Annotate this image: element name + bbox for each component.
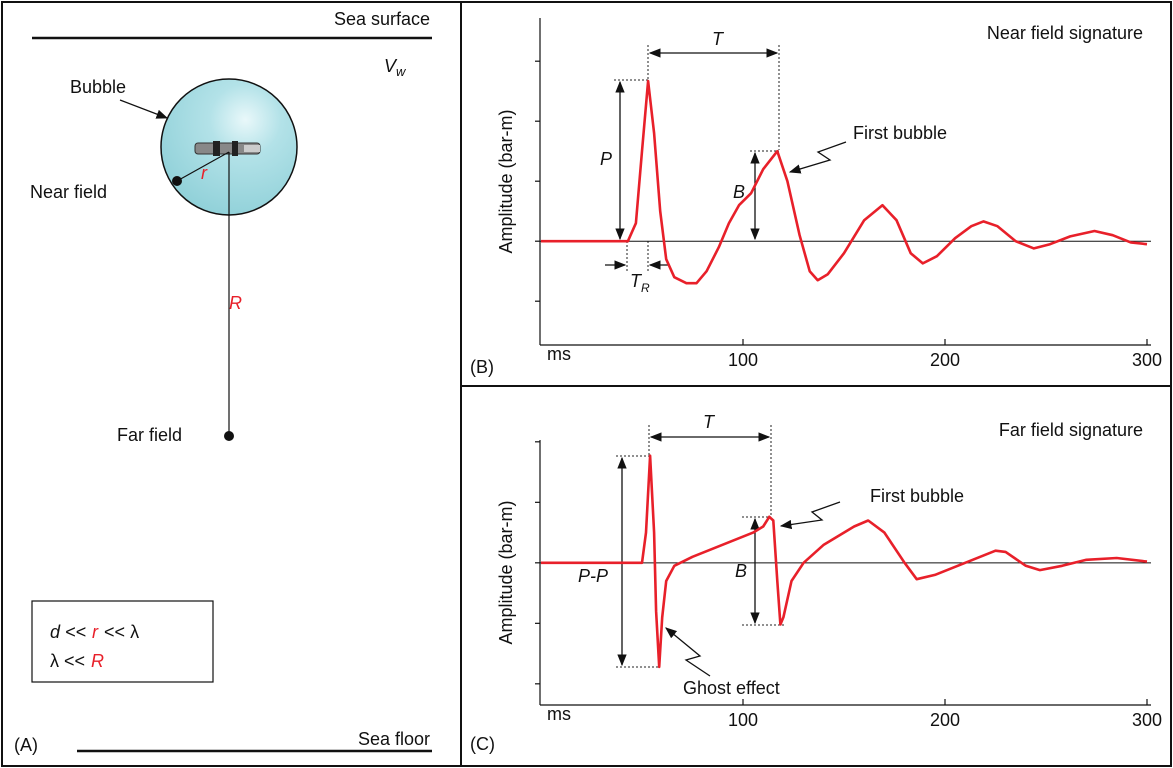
peak-to-peak-label: P-P — [578, 566, 608, 586]
chart-title: Far field signature — [999, 420, 1143, 440]
peak-label: P — [600, 149, 612, 169]
y-axis-label: Amplitude (bar-m) — [496, 500, 516, 644]
airgun-part — [244, 145, 260, 152]
first-bubble-label: First bubble — [870, 486, 964, 506]
velocity-subscript: w — [396, 64, 407, 79]
bubble-label: B — [733, 182, 745, 202]
x-axis-label: ms — [547, 344, 571, 364]
rise-label: TR — [630, 271, 650, 295]
bubble-marker — [742, 516, 785, 626]
bubble-label: Bubble — [70, 77, 126, 97]
x-tick-label: 300 — [1132, 350, 1162, 370]
peak-marker — [614, 79, 648, 241]
condition-1-left: d << — [50, 622, 86, 642]
velocity-label: Vw — [384, 56, 407, 80]
x-tick-label: 200 — [930, 710, 960, 730]
airgun — [194, 141, 261, 156]
x-tick-label: 200 — [930, 350, 960, 370]
bubble-label: B — [735, 561, 747, 581]
x-axis-label: ms — [547, 704, 571, 724]
signature-curve — [541, 454, 1148, 669]
period-label: T — [703, 412, 716, 432]
condition-2: λ << R — [50, 651, 104, 671]
first-bubble-arrow — [788, 141, 847, 174]
airgun-part — [213, 141, 220, 156]
chart-title: Near field signature — [987, 23, 1143, 43]
panel-label: (A) — [14, 735, 38, 755]
near-field-label: Near field — [30, 182, 107, 202]
ghost-effect-label: Ghost effect — [683, 678, 780, 698]
y-axis-label: Amplitude (bar-m) — [496, 109, 516, 253]
signature-curve — [541, 79, 1148, 285]
period-marker — [648, 425, 772, 517]
bubble-arrow — [119, 99, 169, 119]
near-radius-line — [176, 151, 230, 182]
far-field-point — [224, 431, 234, 441]
condition-2-right: R — [91, 651, 104, 671]
rise-subscript: R — [641, 281, 650, 295]
x-tick-label: 300 — [1132, 710, 1162, 730]
panel-label: (C) — [470, 734, 495, 754]
condition-box — [31, 600, 214, 683]
ghost-effect-arrow — [665, 627, 711, 677]
sea-floor-label: Sea floor — [358, 729, 430, 749]
x-tick-label: 100 — [728, 710, 758, 730]
x-tick-label: 100 — [728, 350, 758, 370]
far-distance-label: R — [229, 293, 242, 313]
near-field-point — [172, 176, 182, 186]
condition-1: d << r << λ — [50, 622, 139, 642]
period-marker — [647, 45, 780, 150]
condition-1-mid: r — [92, 622, 99, 642]
far-field-label: Far field — [117, 425, 182, 445]
rise-symbol: T — [630, 271, 643, 291]
sea-surface-label: Sea surface — [334, 9, 430, 29]
near-field-annotations: Near field signature (B) T P B TR First … — [470, 23, 1143, 377]
first-bubble-arrow — [779, 501, 841, 530]
near-radius-label: r — [201, 163, 208, 183]
velocity-symbol: V — [384, 56, 398, 76]
airgun-part — [232, 141, 238, 156]
first-bubble-label: First bubble — [853, 123, 947, 143]
panel-label: (B) — [470, 357, 494, 377]
condition-1-right: << λ — [104, 622, 139, 642]
far-field-annotations: Far field signature (C) T P-P B First bu… — [470, 412, 1143, 754]
panel-a: Sea surface Vw Bubble r Near field R Far… — [14, 9, 432, 755]
bubble-marker — [750, 150, 779, 241]
condition-2-left: λ << — [50, 651, 85, 671]
rise-marker — [605, 241, 670, 272]
period-label: T — [712, 29, 725, 49]
